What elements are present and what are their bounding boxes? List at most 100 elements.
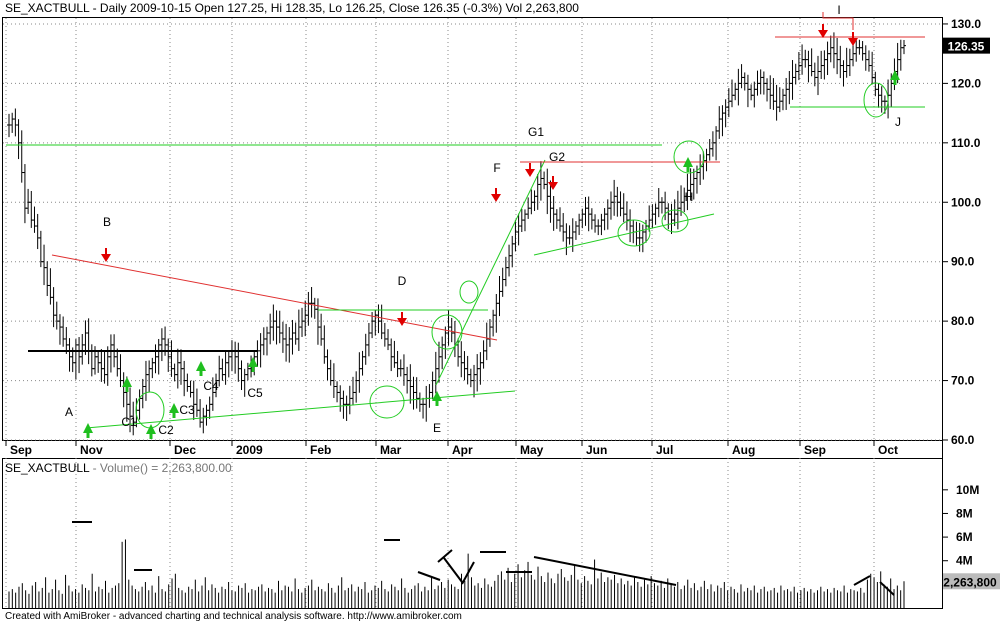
price-bar [277, 310, 282, 344]
price-bar [720, 105, 725, 137]
price-bar [860, 41, 865, 61]
x-tick-label: 2009 [236, 443, 263, 457]
last-price-badge [943, 37, 990, 54]
price-y-tick-label: 70.0 [951, 374, 975, 388]
price-y-tick-label: 100.0 [951, 195, 981, 209]
price-bar [653, 203, 658, 225]
price-bar [48, 268, 53, 305]
down-arrow [548, 176, 558, 190]
volume-symbol: SE_XACTBULL [5, 461, 90, 475]
up-arrow-head [146, 424, 156, 434]
price-bar [236, 342, 241, 382]
x-tick-label: Sep [804, 443, 826, 457]
price-bar [300, 307, 305, 337]
price-bar [175, 348, 180, 389]
price-bar [462, 351, 467, 381]
x-tick-label: Mar [380, 443, 402, 457]
annotation-label-c4: C4 [203, 379, 219, 393]
price-bar [306, 291, 311, 326]
x-tick-label: Feb [310, 443, 331, 457]
price-bar [605, 199, 610, 230]
price-bar [487, 319, 492, 347]
price-bar [484, 322, 489, 361]
highlight-circle [661, 209, 689, 233]
price-bar [99, 349, 104, 382]
price-bar [803, 49, 808, 68]
price-bar [233, 341, 238, 374]
down-arrow-shaft [401, 312, 403, 320]
price-bar [430, 371, 435, 400]
price-bar [347, 385, 352, 415]
price-bar [401, 354, 406, 386]
price-bar [475, 354, 480, 392]
price-bar [538, 161, 543, 201]
price-bar [389, 338, 394, 372]
price-bar [395, 350, 400, 378]
price-bar [35, 213, 40, 250]
price-bar [382, 322, 387, 347]
uptrend-line-steep [435, 159, 546, 386]
price-bar [758, 69, 763, 95]
price-bar [564, 223, 569, 256]
price-bar [870, 51, 875, 85]
price-bar [198, 399, 203, 428]
price-bar [726, 88, 731, 118]
price-bar [290, 319, 295, 355]
price-bar [838, 45, 843, 79]
down-arrow-head [548, 182, 558, 190]
price-bar [443, 326, 448, 359]
up-arrow [248, 357, 258, 372]
up-arrow-head [122, 377, 132, 387]
price-bar [376, 304, 381, 334]
highlight-circle [431, 314, 463, 350]
price-bar [350, 376, 355, 406]
price-bar [497, 276, 502, 317]
price-bar [424, 385, 429, 422]
price-bar [510, 235, 515, 268]
price-bar [545, 168, 550, 215]
up-arrow-head [890, 70, 900, 80]
price-bar [156, 338, 161, 375]
up-arrow-head [196, 361, 206, 371]
price-bar [105, 346, 110, 386]
price-bar [583, 196, 588, 226]
up-arrow [432, 391, 442, 406]
price-bar [777, 87, 782, 113]
price-bar [847, 48, 852, 77]
down-arrow [491, 188, 501, 202]
price-bar [551, 195, 556, 231]
x-tick-label: Jul [656, 443, 673, 457]
price-bar [67, 338, 72, 372]
down-arrow-shaft [552, 176, 554, 184]
price-bar [624, 201, 629, 231]
price-bar [599, 213, 604, 236]
price-bar [742, 72, 747, 91]
x-tick-label: Apr [452, 443, 473, 457]
price-bar [452, 320, 457, 358]
price-bar [80, 333, 85, 365]
channel-line-bottom [533, 213, 715, 256]
price-bar [589, 208, 594, 230]
volume-formula: - Volume() = 2,263,800.00 [89, 461, 232, 475]
price-bar [433, 351, 438, 394]
last-volume-label: 2,263,800 [943, 575, 997, 589]
price-bar [284, 323, 289, 362]
up-arrow-shaft [149, 433, 153, 439]
price-bar [32, 206, 37, 233]
price-bar [634, 221, 639, 246]
up-arrow [169, 403, 179, 418]
up-arrow-head [432, 391, 442, 401]
price-bar [500, 267, 505, 297]
volume-panel-frame [2, 458, 943, 609]
price-bar [194, 388, 199, 417]
price-bar [704, 148, 709, 172]
price-bar [733, 82, 738, 101]
x-tick-label: Dec [174, 443, 196, 457]
price-bar [303, 300, 308, 337]
price-bar [42, 244, 47, 286]
price-panel-frame [2, 17, 943, 441]
price-bar [360, 350, 365, 376]
uptrend-line-lower [85, 390, 516, 429]
